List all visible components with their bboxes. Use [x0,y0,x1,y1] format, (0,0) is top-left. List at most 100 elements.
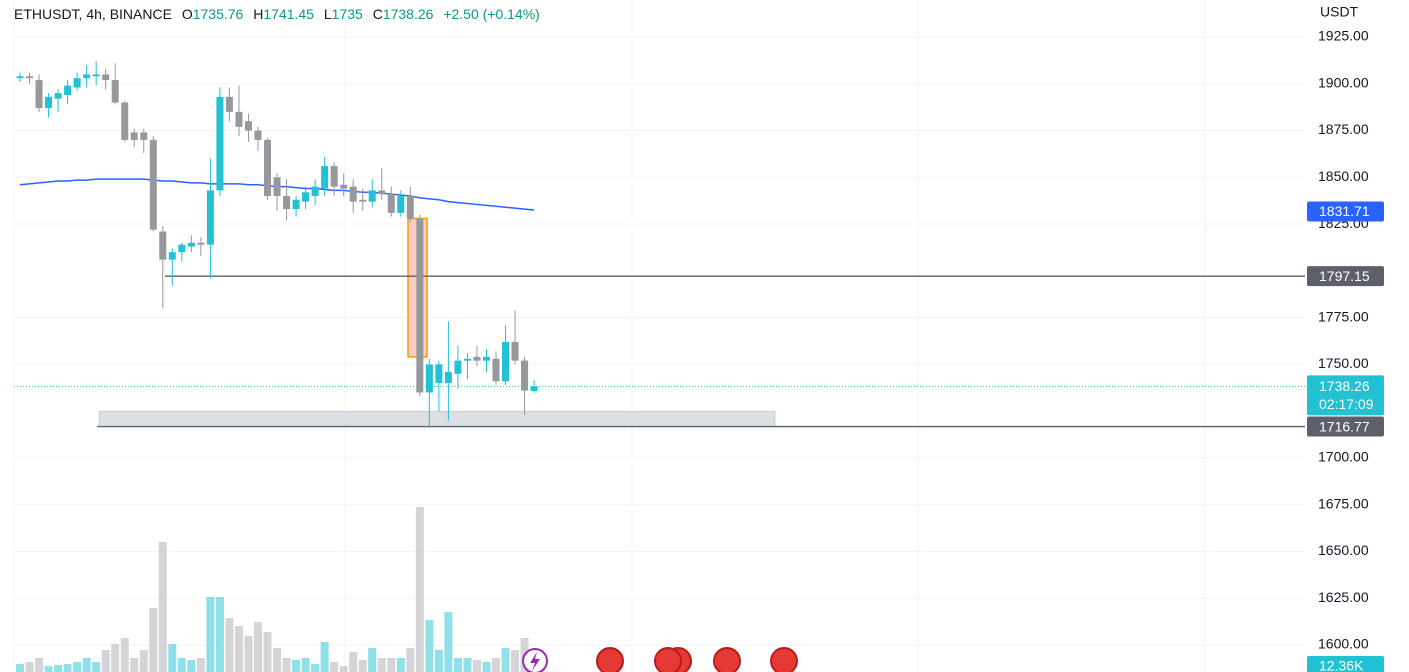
event-icons [522,647,798,672]
y-tick-label: 1750.00 [1318,355,1369,371]
candle-body [283,196,291,210]
candle-body [73,78,81,88]
y-tick-label: 1650.00 [1318,542,1369,558]
volume-bar [111,644,120,672]
candle-body [292,199,300,210]
volume-bar [434,650,443,672]
candle-body [397,196,405,213]
candle-body [454,360,462,374]
volume-label: 12.36K [1319,658,1364,672]
candle-body [444,371,452,384]
volume-bar [501,648,510,672]
candle-body [378,190,386,195]
candle-body [235,111,243,127]
candle-body [187,242,195,247]
candle-body [530,386,538,392]
candle-body [425,364,433,393]
volume-bar [311,664,320,672]
candle-body [330,166,338,187]
volume-bar [492,658,500,672]
ohlc-value: 1741.45 [263,6,314,22]
volume-bar [16,664,24,672]
candle-body [435,364,443,384]
volume-bar [206,596,215,672]
level-price-label-bg [1307,416,1384,437]
candle-body [54,93,62,99]
countdown: 02:17:09 [1319,396,1374,412]
volume-bar [139,650,148,672]
volume-bar [73,662,82,672]
volume-bar [377,658,386,672]
candle-body [111,80,119,103]
candle-body [206,190,214,245]
volume-bar [358,660,367,672]
ohlc-value: 1738.26 [383,6,434,22]
candle-body [416,218,424,393]
volume-bar [511,650,520,672]
candle-body [225,96,233,112]
volume-bar [92,662,101,672]
ohlc-letter: C [373,6,383,22]
volume-bar [234,626,243,672]
ma-price-label: 1831.71 [1319,203,1370,219]
symbol: ETHUSDT, 4h, BINANCE [14,6,172,22]
candle-body [387,194,395,213]
volume-bar [244,636,253,672]
ohlc-letter: H [253,6,263,22]
grid [13,0,1206,672]
candle-body [473,356,481,361]
volume-bar [35,658,44,672]
candle-body [463,358,471,361]
ma-price-label-bg [1307,201,1384,222]
volume-bar [330,662,339,672]
candle-body [302,192,310,202]
legend-header: ETHUSDT, 4h, BINANCE O1735.76 H1741.45 L… [14,6,540,22]
candle-body [521,360,529,391]
volume-bar [215,596,224,672]
candle-body [102,74,110,81]
volume-bar [273,648,282,672]
candle-body [130,132,138,140]
volume-bar [463,658,472,672]
candle-body [92,74,100,77]
volume-bar [263,632,272,672]
volume-bar [130,658,139,672]
candle-body [149,139,157,230]
candle-body [311,186,319,197]
event-icon [654,647,682,672]
current-price-bg [1307,375,1384,416]
ohlc-value: 1735.76 [193,6,244,22]
candle-body [178,244,186,253]
y-tick-label: 1925.00 [1318,28,1369,44]
price-axis: 1925.001900.001875.001850.001825.001775.… [1307,28,1384,672]
y-tick-label: 1875.00 [1318,121,1369,137]
y-tick-label: 1600.00 [1318,636,1369,652]
candle-body [264,139,272,197]
candle-body [159,231,167,260]
volume-bar [292,660,301,672]
volume-bar [425,620,434,672]
volume-bar [187,660,196,672]
volume-bar [54,664,63,672]
candle-body [140,132,148,140]
candle-body [35,80,43,109]
event-icon [530,652,540,671]
volume-bar [168,644,177,672]
candle-body [64,85,72,95]
event-icon [770,647,798,672]
volume-bar [349,652,358,672]
y-tick-label: 1700.00 [1318,449,1369,465]
candle-body [359,199,367,202]
volume-bar [444,612,453,672]
volume-bar [44,666,53,672]
candle-body [511,341,519,361]
support-zone [98,410,776,427]
volume-bar [406,648,415,672]
event-icon [596,647,624,672]
candle-body [273,177,281,197]
candle-body [406,196,414,219]
volume-label-bg [1307,656,1384,672]
volume-bar [120,638,129,672]
volume-bar [415,507,424,672]
